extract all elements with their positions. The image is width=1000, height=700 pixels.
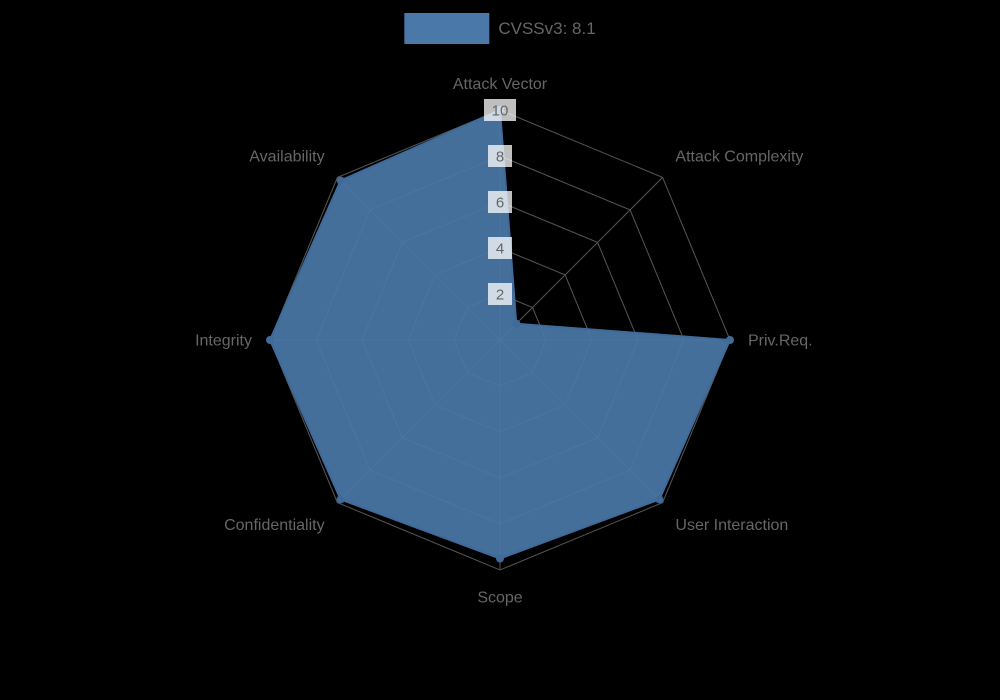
tick-backdrop <box>488 145 512 167</box>
axis-label-confidentiality: Confidentiality <box>224 517 325 534</box>
legend-label: CVSSv3: 8.1 <box>498 18 596 38</box>
radar-data-point-priv-req[interactable] <box>726 336 734 344</box>
legend-swatch <box>404 13 490 44</box>
tick-backdrop <box>488 283 512 305</box>
axis-label-attack-complexity: Attack Complexity <box>675 148 803 165</box>
tick-label: 10 <box>492 102 509 119</box>
radar-data-point-confidentiality[interactable] <box>336 495 345 504</box>
tick-label: 6 <box>496 194 504 211</box>
axis-label-integrity: Integrity <box>195 333 252 350</box>
radar-data-point-integrity[interactable] <box>266 336 274 344</box>
chart-legend[interactable]: CVSSv3: 8.1 <box>404 13 596 44</box>
tick-backdrop <box>488 237 512 259</box>
radar-axis-spoke-attack-complexity <box>499 177 663 341</box>
tick-backdrop <box>488 191 512 213</box>
axis-label-availability: Availability <box>249 148 324 165</box>
radar-data-point-user-interaction[interactable] <box>655 495 664 504</box>
tick-label: 8 <box>496 148 504 165</box>
axis-label-priv-req: Priv.Req. <box>748 333 813 350</box>
radar-data-point-scope[interactable] <box>496 554 504 563</box>
tick-label: 2 <box>496 286 504 303</box>
axis-label-scope: Scope <box>477 589 522 606</box>
axis-label-user-interaction: User Interaction <box>675 517 788 534</box>
radar-data-point-availability[interactable] <box>336 176 345 185</box>
axis-label-attack-vector: Attack Vector <box>453 76 548 93</box>
radar-data-point-attack-complexity[interactable] <box>512 319 521 328</box>
tick-backdrop <box>484 99 516 121</box>
tick-label: 4 <box>496 240 504 257</box>
